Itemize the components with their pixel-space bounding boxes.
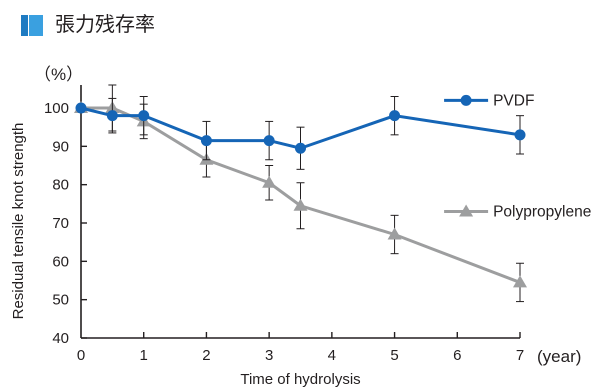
x-tick-label: 6 bbox=[453, 347, 461, 364]
y-tick-label: 80 bbox=[52, 177, 69, 194]
x-axis-title: Time of hydrolysis bbox=[240, 371, 360, 387]
x-unit-label: (year) bbox=[537, 347, 581, 366]
y-axis-title: Residual tensile knot strength bbox=[10, 123, 27, 320]
x-tick-label: 1 bbox=[140, 347, 148, 364]
data-point bbox=[514, 129, 526, 141]
x-tick-label: 5 bbox=[390, 347, 398, 364]
y-tick-label: 60 bbox=[52, 253, 69, 270]
heading-accent-dark bbox=[21, 15, 28, 36]
page-heading: 張力残存率 bbox=[55, 14, 155, 36]
legend-marker bbox=[459, 204, 474, 217]
data-point bbox=[106, 110, 118, 122]
y-tick-label: 90 bbox=[52, 138, 69, 155]
series-pvdf bbox=[75, 94, 526, 170]
data-point bbox=[263, 135, 275, 147]
x-tick-label: 4 bbox=[328, 347, 336, 364]
legend-label: Polypropylene bbox=[493, 204, 591, 221]
y-tick-label: 100 bbox=[44, 100, 69, 117]
data-point bbox=[293, 198, 308, 211]
y-tick-label: 40 bbox=[52, 330, 69, 347]
data-point bbox=[513, 275, 527, 288]
x-tick-label: 0 bbox=[77, 347, 85, 364]
x-tick-label: 3 bbox=[265, 347, 273, 364]
data-point bbox=[389, 110, 401, 122]
x-tick-label: 7 bbox=[516, 347, 524, 364]
data-point bbox=[387, 227, 402, 240]
data-point bbox=[75, 102, 87, 114]
heading-accent-light bbox=[29, 15, 43, 36]
legend-label: PVDF bbox=[493, 92, 534, 109]
data-point bbox=[295, 142, 306, 154]
data-point bbox=[200, 135, 212, 147]
legend-marker bbox=[460, 94, 472, 106]
data-point bbox=[262, 175, 277, 188]
y-tick-label: 50 bbox=[52, 292, 69, 309]
y-tick-label: 70 bbox=[52, 215, 69, 232]
y-unit-label: （%） bbox=[34, 65, 83, 84]
x-tick-label: 2 bbox=[202, 347, 210, 364]
data-point bbox=[138, 110, 150, 122]
